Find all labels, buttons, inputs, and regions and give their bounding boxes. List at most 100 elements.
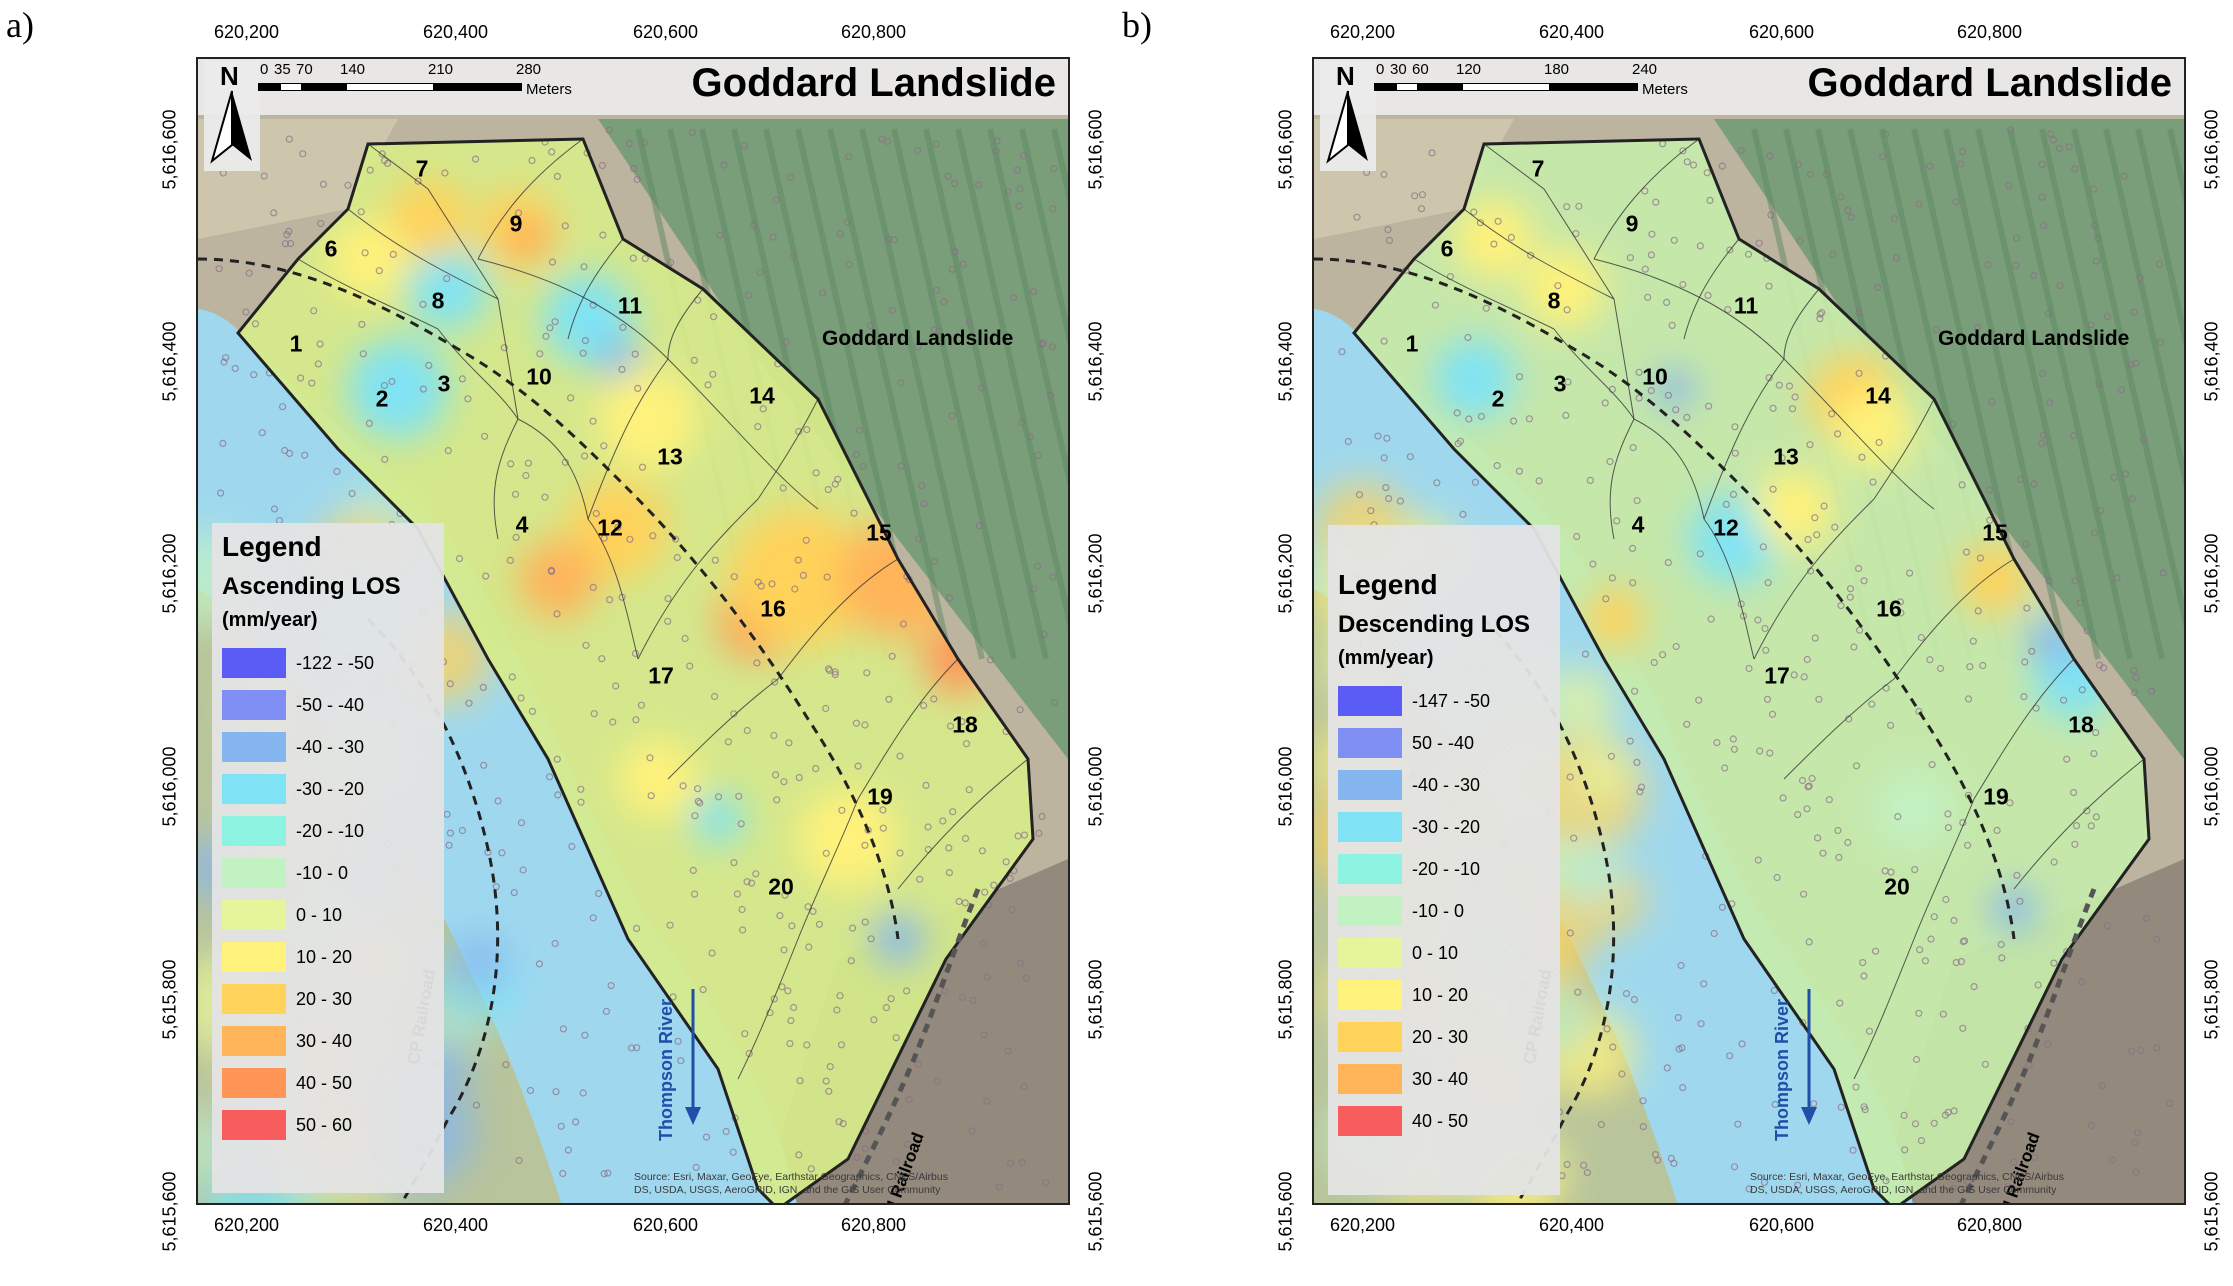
y-tick-label-right: 5,616,200 <box>1085 533 1106 614</box>
zone-label-8: 8 <box>431 287 445 314</box>
highway-centerline <box>1314 257 2016 940</box>
north-arrow: N <box>1320 61 1376 171</box>
scale-label: 180 <box>1544 61 1570 78</box>
y-tick-label-right: 5,616,400 <box>1085 321 1106 402</box>
y-tick-label-right: 5,615,800 <box>2201 959 2222 1040</box>
y-tick-label-left: 5,616,000 <box>159 746 180 827</box>
landslide-label: Goddard Landslide <box>1938 327 2130 350</box>
zone-label-3: 3 <box>1553 370 1567 397</box>
legend-item: -40 - -30 <box>1338 764 1550 806</box>
map-frame: Goddard Landslide N 0 30 60 120 180 240 Meters 1 2… <box>1312 57 2186 1205</box>
legend-swatch <box>222 690 286 720</box>
legend-item: 10 - 20 <box>222 936 434 978</box>
source-attribution: Source: Esri, Maxar, GeoEye, Earthstar G… <box>1750 1171 2064 1197</box>
zone-label-6: 6 <box>1440 235 1454 262</box>
legend-item: -10 - 0 <box>1338 890 1550 932</box>
y-tick-label-left: 5,616,400 <box>159 321 180 402</box>
legend-item: 50 - 60 <box>222 1104 434 1146</box>
legend-item: -10 - 0 <box>222 852 434 894</box>
legend-item-label: -10 - 0 <box>1412 900 1465 921</box>
legend-item: 0 - 10 <box>1338 932 1550 974</box>
y-tick-label-left: 5,616,000 <box>1275 746 1296 827</box>
source-line-1: Source: Esri, Maxar, GeoEye, Earthstar G… <box>634 1171 948 1183</box>
y-tick-label-right: 5,616,600 <box>1085 109 1106 190</box>
scale-segment <box>1550 83 1638 91</box>
highway-centerline <box>198 257 900 940</box>
y-tick-label-left: 5,616,600 <box>159 109 180 190</box>
scale-label: 0 <box>260 61 269 78</box>
x-tick-label-top: 620,200 <box>1330 22 1396 42</box>
legend-item-label: 0 - 10 <box>1412 942 1459 963</box>
legend-item-label: -40 - -30 <box>296 736 365 757</box>
zone-label-16: 16 <box>760 595 786 622</box>
scale-bar: 0 30 60 120 180 240 Meters <box>1374 61 1734 111</box>
scale-label: 0 <box>1376 61 1385 78</box>
zone-label-10: 10 <box>1642 363 1668 390</box>
legend-item: 20 - 30 <box>1338 1016 1550 1058</box>
legend-item-label: 50 - -40 <box>1412 732 1475 753</box>
legend-item-label: 30 - 40 <box>1412 1068 1469 1089</box>
legend-item: 20 - 30 <box>222 978 434 1020</box>
legend-item-label: 40 - 50 <box>296 1072 353 1093</box>
zone-label-10: 10 <box>526 363 552 390</box>
north-arrow-icon <box>1326 90 1368 164</box>
y-tick-label-right: 5,615,600 <box>2201 1171 2222 1252</box>
north-label: N <box>1336 61 1355 91</box>
legend-item: 40 - 50 <box>1338 1100 1550 1142</box>
scale-unit: Meters <box>1642 81 1688 98</box>
x-tick-label-bottom: 620,800 <box>1957 1215 2023 1235</box>
zone-label-20: 20 <box>768 873 794 900</box>
scale-label: 210 <box>428 61 454 78</box>
legend-item: -122 - -50 <box>222 642 434 684</box>
landslide-boundary <box>236 137 1035 1203</box>
landslide-boundary <box>1352 137 2151 1203</box>
legend-item: 30 - 40 <box>1338 1058 1550 1100</box>
map-frame: Goddard Landslide N 0 35 70 140 210 280 Meters 1 2… <box>196 57 1070 1205</box>
x-tick-label-top: 620,800 <box>841 22 907 42</box>
legend-swatch <box>1338 854 1402 884</box>
map-title: Goddard Landslide <box>1807 61 2172 105</box>
scale-label: 140 <box>340 61 366 78</box>
legend-swatch <box>1338 728 1402 758</box>
legend-item-label: -50 - -40 <box>296 694 365 715</box>
legend-item-label: 0 - 10 <box>296 904 343 925</box>
y-tick-label-right: 5,616,400 <box>2201 321 2222 402</box>
zone-label-4: 4 <box>1631 511 1645 538</box>
legend-unit: (mm/year) <box>222 609 318 631</box>
zone-label-15: 15 <box>866 519 892 546</box>
x-tick-label-top: 620,400 <box>1539 22 1605 42</box>
zone-label-18: 18 <box>2068 711 2094 738</box>
legend: Legend Descending LOS (mm/year) -147 - -50 5… <box>1328 525 1560 1195</box>
legend-item: -147 - -50 <box>1338 680 1550 722</box>
legend-subtitle: Descending LOS <box>1338 611 1531 638</box>
map-title: Goddard Landslide <box>691 61 1056 105</box>
legend-swatch <box>1338 1106 1402 1136</box>
zone-label-2: 2 <box>375 385 389 412</box>
legend-item: 50 - -40 <box>1338 722 1550 764</box>
river-label: Thompson River <box>1772 998 1792 1141</box>
legend-item: -50 - -40 <box>222 684 434 726</box>
x-tick-label-bottom: 620,400 <box>423 1215 489 1235</box>
zone-label-11: 11 <box>1733 292 1759 319</box>
legend-swatch <box>222 1068 286 1098</box>
x-tick-label-bottom: 620,800 <box>841 1215 907 1235</box>
source-line-1: Source: Esri, Maxar, GeoEye, Earthstar G… <box>1750 1171 2064 1183</box>
zone-label-19: 19 <box>867 783 893 810</box>
legend-item-label: -10 - 0 <box>296 862 349 883</box>
panel-tag: a) <box>6 5 34 45</box>
legend-item: -30 - -20 <box>1338 806 1550 848</box>
scale-label: 35 <box>274 61 291 78</box>
zone-label-17: 17 <box>648 662 674 689</box>
legend-item-label: -122 - -50 <box>296 652 375 673</box>
x-tick-label-top: 620,800 <box>1957 22 2023 42</box>
legend-item: 30 - 40 <box>222 1020 434 1062</box>
zone-label-9: 9 <box>509 210 523 237</box>
scale-segment <box>1396 83 1418 91</box>
y-tick-label-right: 5,615,800 <box>1085 959 1106 1040</box>
legend-item: 0 - 10 <box>222 894 434 936</box>
legend-item-label: 10 - 20 <box>296 946 353 967</box>
zone-label-7: 7 <box>1531 155 1545 182</box>
zone-label-14: 14 <box>1865 382 1891 409</box>
x-tick-label-top: 620,200 <box>214 22 280 42</box>
y-tick-label-right: 5,616,000 <box>1085 746 1106 827</box>
